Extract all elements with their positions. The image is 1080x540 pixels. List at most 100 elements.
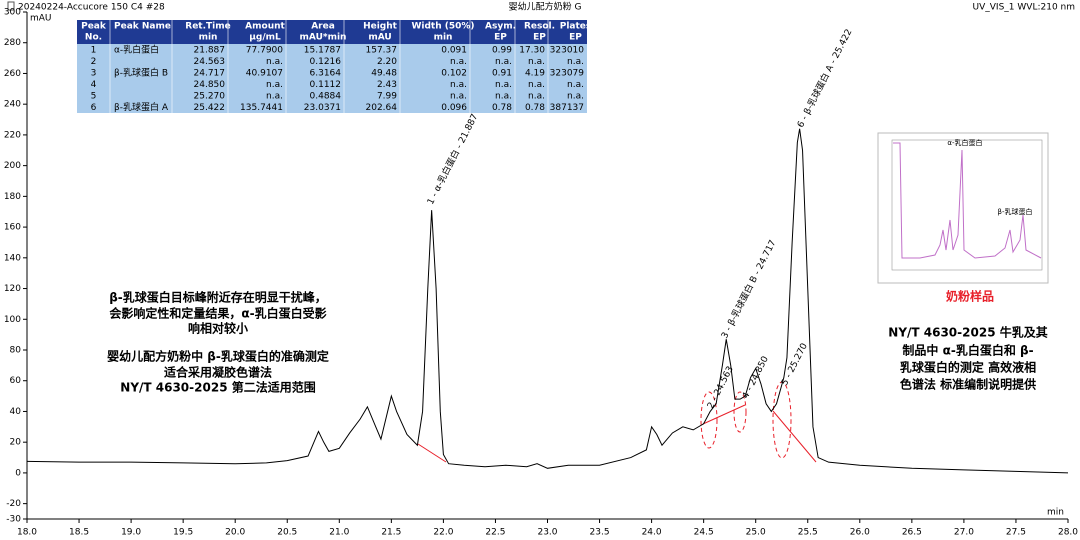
table-cell: n.a. <box>495 91 512 101</box>
inset-trace <box>893 142 1042 259</box>
table-cell: 0.096 <box>441 103 467 113</box>
table-header-cell: Area <box>311 22 335 32</box>
table-cell: 6.3164 <box>310 68 342 78</box>
table-cell: 21.887 <box>194 45 226 55</box>
table-header-cell: Peak Name <box>114 22 171 32</box>
x-tick-label: 20.5 <box>277 528 297 538</box>
y-tick-label: 160 <box>4 223 21 233</box>
note-line: 响相对较小 <box>188 321 248 336</box>
table-header-bg <box>77 20 587 44</box>
note-line: 色谱法 标准编制说明提供 <box>900 377 1036 392</box>
highlight-ellipse <box>772 381 792 459</box>
table-cell: n.a. <box>450 91 467 101</box>
table-cell: 24.717 <box>194 68 226 78</box>
chromatogram-trace <box>26 128 1069 474</box>
table-cell: 1 <box>91 45 97 55</box>
table-cell: 323079 <box>550 68 585 78</box>
note-line: 会影响定性和定量结果，α-乳白蛋白受影 <box>109 306 326 321</box>
table-cell: β-乳球蛋白 A <box>114 101 169 113</box>
table-cell: 4 <box>91 80 97 90</box>
table-cell: 15.1787 <box>304 45 341 55</box>
table-header-cell: EP <box>569 33 582 43</box>
table-body-bg <box>77 44 587 113</box>
table-cell: n.a. <box>495 80 512 90</box>
x-tick-label: 22.0 <box>433 528 453 538</box>
baseline <box>702 404 746 425</box>
x-tick-label: 20.0 <box>225 528 245 538</box>
x-tick-label: 26.0 <box>850 528 870 538</box>
table-cell: 0.091 <box>441 45 467 55</box>
x-tick-label: 26.5 <box>902 528 922 538</box>
baseline <box>417 443 447 463</box>
table-header-cell: Plates <box>560 22 592 32</box>
table-cell: 25.270 <box>194 91 226 101</box>
table-cell: 0.99 <box>492 45 512 55</box>
x-tick-label: 21.0 <box>329 528 349 538</box>
y-tick-label: -20 <box>6 499 21 509</box>
table-header-cell: Amount <box>245 22 285 32</box>
inset-plot <box>891 139 1043 271</box>
x-tick-label: 19.5 <box>173 528 193 538</box>
y-tick-label: 220 <box>4 130 21 140</box>
table-cell: 4.19 <box>525 68 545 78</box>
table-header-cell: Width (50%) <box>411 22 474 32</box>
x-tick-label: 19.0 <box>121 528 141 538</box>
table-cell: 3 <box>91 68 97 78</box>
table-header-cell: No. <box>85 33 102 43</box>
x-tick-label: 28.0 <box>1058 528 1078 538</box>
note-line: NY/T 4630-2025 第二法适用范围 <box>120 380 315 395</box>
header-center: 婴幼儿配方奶粉 G <box>509 1 582 13</box>
table-header-cell: μg/mL <box>249 33 281 43</box>
table-cell: 135.7441 <box>240 103 283 113</box>
table-header-cell: EP <box>533 33 546 43</box>
table-cell: n.a. <box>567 80 584 90</box>
header-right: UV_VIS_1 WVL:210 nm <box>973 3 1075 13</box>
peak-label: 6 - β-乳球蛋白 A - 25.422 <box>794 27 854 130</box>
table-header-cell: min <box>434 33 453 43</box>
table-cell: 5 <box>91 91 97 101</box>
table-cell: 0.4884 <box>310 91 342 101</box>
table-cell: n.a. <box>567 91 584 101</box>
note-line: 制品中 α-乳白蛋白和 β- <box>902 343 1033 358</box>
x-tick-label: 23.0 <box>537 528 557 538</box>
peak-label: 5 - 25.270 <box>780 342 810 388</box>
x-tick-label: 27.0 <box>954 528 974 538</box>
y-tick-label: 20 <box>10 438 22 448</box>
table-cell: 49.48 <box>371 68 397 78</box>
table-header-cell: mAU*min <box>300 33 347 43</box>
note-line: NY/T 4630-2025 牛乳及其 <box>888 325 1047 340</box>
table-cell: 2.20 <box>377 57 397 67</box>
table-cell: 0.78 <box>492 103 512 113</box>
inset-label: α-乳白蛋白 <box>947 138 982 147</box>
y-tick-label: 180 <box>4 192 21 202</box>
y-tick-label: 280 <box>4 38 21 48</box>
table-cell: 157.37 <box>366 45 398 55</box>
table-header-cell: Ret.Time <box>185 22 230 32</box>
x-tick-label: 24.5 <box>694 528 714 538</box>
table-header-cell: EP <box>494 33 507 43</box>
note-line: 婴幼儿配方奶粉中 β-乳球蛋白的准确测定 <box>107 349 329 364</box>
x-tick-label: 18.5 <box>69 528 89 538</box>
header-left: 20240224-Accucore 150 C4 #28 <box>18 3 165 13</box>
table-cell: n.a. <box>528 91 545 101</box>
y-tick-label: 300 <box>4 8 21 18</box>
table-cell: 202.64 <box>366 103 398 113</box>
table-cell: β-乳球蛋白 B <box>114 66 168 78</box>
x-axis-label: min <box>1047 508 1064 518</box>
highlight-ellipse <box>733 391 747 433</box>
table-cell: 24.563 <box>194 57 226 67</box>
table-cell: 2.43 <box>377 80 397 90</box>
table-cell: 6 <box>91 103 97 113</box>
table-cell: 0.1112 <box>310 80 342 90</box>
y-tick-label: 200 <box>4 161 21 171</box>
baseline <box>772 410 817 463</box>
table-cell: 7.99 <box>377 91 397 101</box>
table-cell: n.a. <box>495 57 512 67</box>
table-cell: α-乳白蛋白 <box>114 43 159 55</box>
x-tick-label: 21.5 <box>381 528 401 538</box>
table-header-cell: Resol. <box>524 22 555 32</box>
table-cell: n.a. <box>450 57 467 67</box>
table-cell: n.a. <box>528 80 545 90</box>
table-cell: 387137 <box>550 103 584 113</box>
